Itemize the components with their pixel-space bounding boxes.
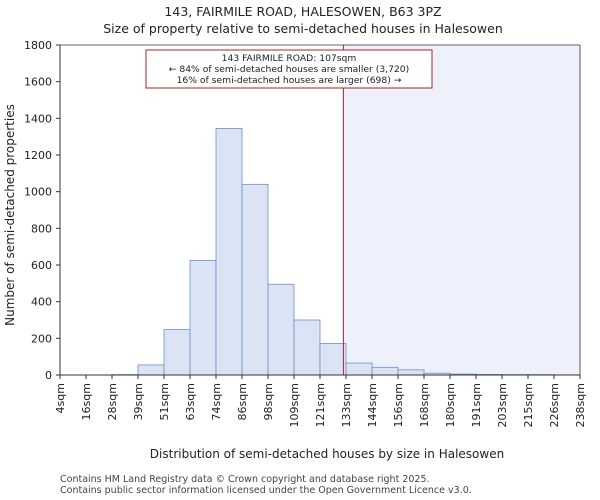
y-tick-label-1400: 1400 <box>24 112 52 125</box>
y-tick-label-1000: 1000 <box>24 186 52 199</box>
x-tick-label-39sqm: 39sqm <box>132 383 145 420</box>
bar-121sqm <box>319 343 347 376</box>
annotation-frame <box>145 49 433 89</box>
x-tick-label-28sqm: 28sqm <box>106 383 119 420</box>
x-tick-label-144sqm: 144sqm <box>366 383 379 427</box>
y-axis-label: Number of semi-detached properties <box>3 104 17 326</box>
bar-156sqm <box>397 369 425 376</box>
x-axis-label: Distribution of semi-detached houses by … <box>150 447 504 461</box>
annotation-line-3: 16% of semi-detached houses are larger (… <box>177 75 402 86</box>
annotation-box: 143 FAIRMILE ROAD: 107sqm ← 84% of semi-… <box>145 49 433 89</box>
footer-line-2: Contains public sector information licen… <box>60 485 472 496</box>
bar-39sqm <box>137 364 165 376</box>
bar-133sqm <box>345 362 373 376</box>
annotation-line-2: ← 84% of semi-detached houses are smalle… <box>169 64 409 75</box>
chart-title: 143, FAIRMILE ROAD, HALESOWEN, B63 3PZ <box>164 4 441 19</box>
y-tick-label-0: 0 <box>45 369 52 382</box>
y-tick-label-1800: 1800 <box>24 39 52 52</box>
y-tick-label-400: 400 <box>31 296 52 309</box>
y-tick-label-1600: 1600 <box>24 76 52 89</box>
bar-63sqm <box>189 260 217 376</box>
x-tick-label-86sqm: 86sqm <box>236 383 249 420</box>
y-ticks: 0 200 400 600 800 1000 1200 1400 1600 1800 <box>24 39 60 382</box>
x-tick-label-51sqm: 51sqm <box>158 383 171 420</box>
larger-region-shade <box>343 45 580 375</box>
footer-line-1: Contains HM Land Registry data © Crown c… <box>60 474 430 485</box>
x-tick-label-168sqm: 168sqm <box>418 383 431 427</box>
x-tick-label-98sqm: 98sqm <box>262 383 275 420</box>
x-tick-label-215sqm: 215sqm <box>522 383 535 427</box>
x-tick-label-4sqm: 4sqm <box>54 383 67 413</box>
x-tick-label-74sqm: 74sqm <box>210 383 223 420</box>
x-tick-label-109sqm: 109sqm <box>288 383 301 427</box>
x-tick-label-16sqm: 16sqm <box>80 383 93 420</box>
x-ticks: 4sqm 16sqm 28sqm 39sqm 51sqm 63sqm 74sqm 86sqm 9… <box>54 375 587 427</box>
bar-144sqm <box>371 366 399 376</box>
y-tick-label-200: 200 <box>31 332 52 345</box>
bar-51sqm <box>163 329 191 376</box>
bars-group <box>111 128 581 376</box>
y-tick-label-1200: 1200 <box>24 149 52 162</box>
x-tick-label-180sqm: 180sqm <box>444 383 457 427</box>
x-tick-label-238sqm: 238sqm <box>574 383 587 427</box>
bar-74sqm <box>215 128 243 376</box>
x-tick-label-133sqm: 133sqm <box>340 383 353 427</box>
y-tick-label-800: 800 <box>31 222 52 235</box>
bar-98sqm <box>267 283 295 376</box>
x-tick-label-191sqm: 191sqm <box>470 383 483 427</box>
bar-109sqm <box>293 319 321 376</box>
x-tick-label-63sqm: 63sqm <box>184 383 197 420</box>
chart-subtitle: Size of property relative to semi-detach… <box>103 21 503 36</box>
x-tick-label-226sqm: 226sqm <box>548 383 561 427</box>
annotation-line-1: 143 FAIRMILE ROAD: 107sqm <box>222 53 357 64</box>
plot-area: 0 200 400 600 800 1000 1200 1400 1600 1800 4sqm 16… <box>24 39 587 427</box>
x-tick-label-203sqm: 203sqm <box>496 383 509 427</box>
y-tick-label-600: 600 <box>31 259 52 272</box>
x-tick-label-156sqm: 156sqm <box>392 383 405 427</box>
x-tick-label-121sqm: 121sqm <box>314 383 327 427</box>
bar-86sqm <box>241 183 269 376</box>
